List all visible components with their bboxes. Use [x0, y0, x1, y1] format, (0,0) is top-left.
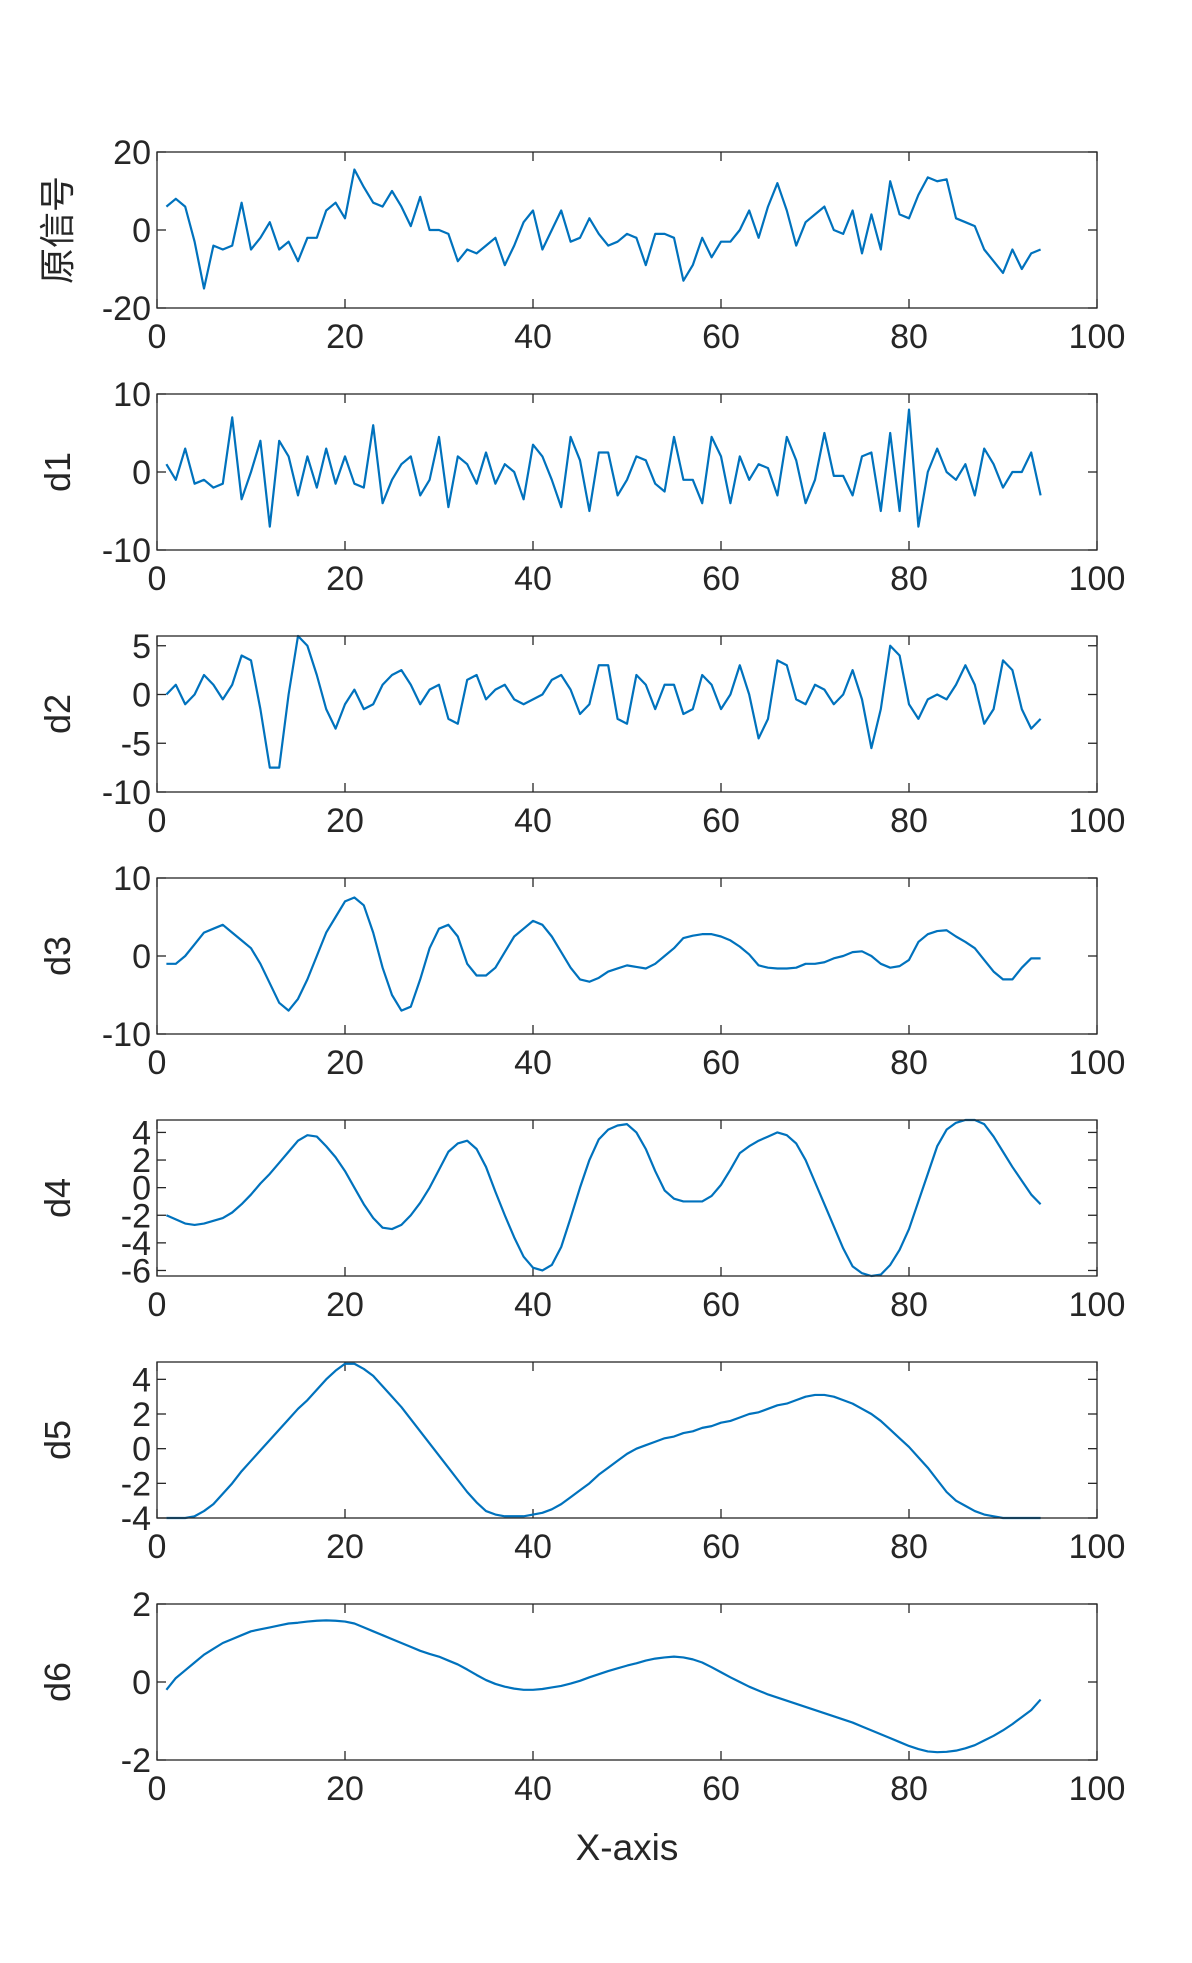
x-tick-label: 100 [1069, 1770, 1126, 1808]
y-tick-label: -2 [121, 1197, 151, 1235]
x-tick-label: 60 [702, 1528, 740, 1566]
x-tick-label: 60 [702, 1770, 740, 1808]
data-line [165, 1619, 1042, 1754]
y-tick-label: -10 [102, 774, 151, 812]
data-line [165, 1118, 1042, 1278]
y-tick-label: 4 [132, 1114, 151, 1152]
x-tick-label: 80 [890, 1044, 928, 1082]
y-tick-label: -4 [121, 1225, 151, 1263]
x-tick-label: 0 [148, 318, 167, 356]
x-tick-label: 40 [514, 802, 552, 840]
axes-background [157, 1362, 1097, 1518]
x-tick-label: 0 [148, 1770, 167, 1808]
x-tick-label: 0 [148, 1286, 167, 1324]
y-axis-label: d5 [37, 1420, 78, 1460]
x-tick-label: 80 [890, 560, 928, 598]
x-tick-label: 80 [890, 1528, 928, 1566]
axes-background [157, 1604, 1097, 1760]
x-tick-label: 0 [148, 802, 167, 840]
x-tick-label: 20 [326, 560, 364, 598]
data-line [165, 408, 1042, 528]
x-tick-label: 80 [890, 802, 928, 840]
data-line [166, 896, 1041, 1012]
axes-frame [156, 393, 1098, 551]
y-tick-label: -20 [102, 290, 151, 328]
axes-frame [156, 1361, 1098, 1519]
x-tick-label: 80 [890, 1770, 928, 1808]
y-tick-label: 0 [132, 212, 151, 250]
x-tick-label: 20 [326, 802, 364, 840]
x-tick-label: 40 [514, 1286, 552, 1324]
y-tick-label: -5 [121, 725, 151, 763]
x-tick-label: 60 [702, 802, 740, 840]
y-axis-label: d1 [37, 452, 78, 492]
x-tick-label: 60 [702, 1286, 740, 1324]
x-tick-label: 40 [514, 1770, 552, 1808]
data-line [166, 1362, 1041, 1520]
x-tick-label: 80 [890, 1286, 928, 1324]
y-tick-label: 5 [132, 628, 151, 666]
y-tick-label: 0 [132, 1170, 151, 1208]
y-tick-label: 2 [132, 1142, 151, 1180]
x-tick-label: 100 [1069, 802, 1126, 840]
axes-frame [156, 877, 1098, 1035]
axes-background [157, 394, 1097, 550]
axes-background [157, 1120, 1097, 1276]
x-tick-label: 0 [148, 1044, 167, 1082]
y-tick-label: -2 [121, 1465, 151, 1503]
y-tick-label: -4 [121, 1500, 151, 1538]
x-tick-label: 20 [326, 1286, 364, 1324]
x-tick-label: 60 [702, 318, 740, 356]
x-tick-label: 40 [514, 560, 552, 598]
y-tick-label: 20 [113, 134, 151, 172]
axes-frame [156, 1603, 1098, 1761]
x-tick-label: 20 [326, 318, 364, 356]
y-tick-label: 0 [132, 677, 151, 715]
axes-frame [156, 635, 1098, 793]
y-tick-label: 2 [132, 1586, 151, 1624]
y-axis-label: 原信号 [37, 176, 78, 284]
x-tick-label: 100 [1069, 1044, 1126, 1082]
y-tick-label: -10 [102, 1016, 151, 1054]
axes-background [157, 636, 1097, 792]
x-tick-label: 0 [148, 560, 167, 598]
y-tick-label: 0 [132, 1431, 151, 1469]
y-axis-label: d4 [37, 1178, 78, 1218]
y-tick-label: 0 [132, 1664, 151, 1702]
y-axis-label: d2 [37, 694, 78, 734]
y-axis-label: d6 [37, 1662, 78, 1702]
x-tick-label: 40 [514, 1044, 552, 1082]
y-tick-label: 4 [132, 1361, 151, 1399]
y-tick-label: 0 [132, 938, 151, 976]
x-tick-label: 40 [514, 1528, 552, 1566]
axes-frame [156, 1119, 1098, 1277]
data-line [165, 634, 1042, 769]
y-axis-label: d3 [37, 936, 78, 976]
x-tick-label: 100 [1069, 1286, 1126, 1324]
axes-background [157, 152, 1097, 308]
x-tick-label: 20 [326, 1528, 364, 1566]
y-tick-label: 10 [113, 376, 151, 414]
x-tick-label: 20 [326, 1044, 364, 1082]
y-tick-label: 10 [113, 860, 151, 898]
y-tick-label: -10 [102, 532, 151, 570]
axes-background [157, 878, 1097, 1034]
axes-frame [156, 151, 1098, 309]
x-tick-label: 60 [702, 560, 740, 598]
x-tick-label: 20 [326, 1770, 364, 1808]
x-tick-label: 100 [1069, 1528, 1126, 1566]
x-tick-label: 0 [148, 1528, 167, 1566]
x-tick-label: 100 [1069, 318, 1126, 356]
x-tick-label: 60 [702, 1044, 740, 1082]
x-tick-label: 100 [1069, 560, 1126, 598]
y-tick-label: 2 [132, 1396, 151, 1434]
data-line [165, 168, 1042, 290]
y-tick-label: 0 [132, 454, 151, 492]
x-tick-label: 40 [514, 318, 552, 356]
x-axis-label: X-axis [576, 1827, 679, 1868]
y-tick-label: -2 [121, 1742, 151, 1780]
x-tick-label: 80 [890, 318, 928, 356]
y-tick-label: -6 [121, 1252, 151, 1290]
